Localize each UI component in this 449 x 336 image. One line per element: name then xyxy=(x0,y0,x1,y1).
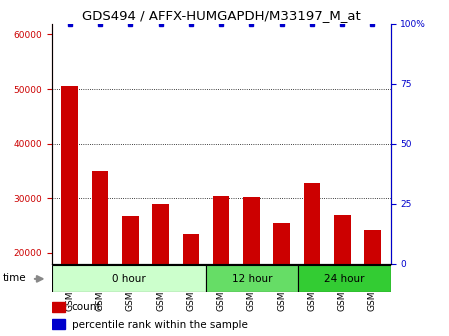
Text: 24 hour: 24 hour xyxy=(324,274,365,284)
Bar xyxy=(243,197,260,336)
Bar xyxy=(334,215,351,336)
Title: GDS494 / AFFX-HUMGAPDH/M33197_M_at: GDS494 / AFFX-HUMGAPDH/M33197_M_at xyxy=(82,9,361,23)
Bar xyxy=(273,223,290,336)
Bar xyxy=(298,265,391,292)
Bar xyxy=(122,216,139,336)
Text: 0 hour: 0 hour xyxy=(112,274,145,284)
Text: 12 hour: 12 hour xyxy=(232,274,272,284)
Bar xyxy=(213,196,229,336)
Bar xyxy=(62,86,78,336)
Bar xyxy=(152,204,169,336)
Bar xyxy=(52,265,206,292)
Bar xyxy=(52,302,65,312)
Text: time: time xyxy=(3,274,26,283)
Bar xyxy=(206,265,298,292)
Bar xyxy=(304,183,320,336)
Text: percentile rank within the sample: percentile rank within the sample xyxy=(72,320,248,330)
Bar xyxy=(52,319,65,329)
Bar xyxy=(92,171,108,336)
Text: count: count xyxy=(72,302,101,312)
Bar xyxy=(364,230,381,336)
Bar xyxy=(183,234,199,336)
